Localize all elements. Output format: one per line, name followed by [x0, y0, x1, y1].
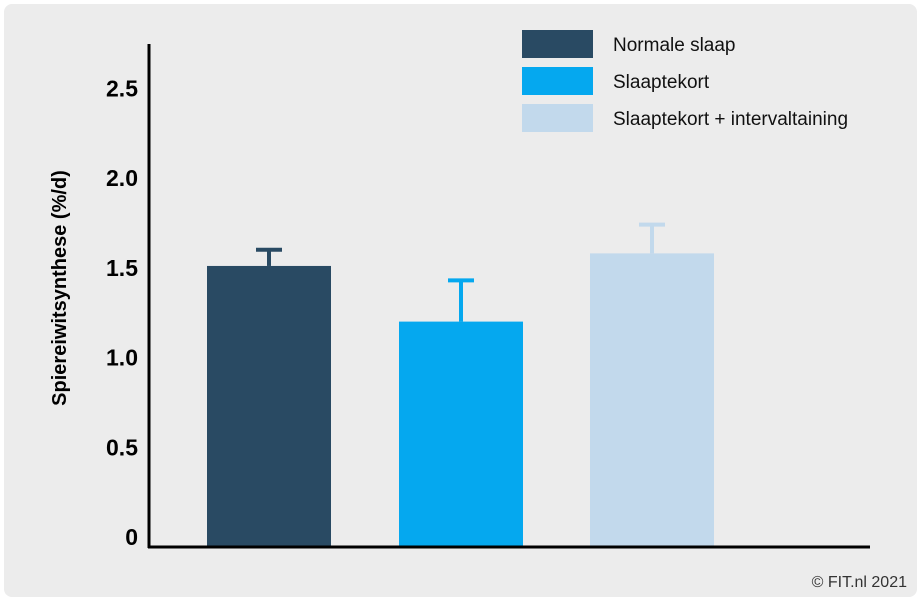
- y-tick-label: 2.0: [106, 165, 138, 191]
- error-bars-group: [256, 222, 665, 322]
- bar-2: [399, 321, 523, 547]
- legend-label-1: Normale slaap: [613, 35, 736, 56]
- legend-label-3: Slaaptekort + intervaltaining: [613, 109, 848, 130]
- bars-group: [207, 253, 714, 547]
- axes-group: [147, 44, 870, 549]
- legend-swatch-1: [522, 30, 593, 58]
- y-tick-label: 1.5: [106, 255, 138, 281]
- y-axis-title: Spiereiwitsynthese (%/d): [49, 170, 71, 406]
- legend-label-2: Slaaptekort: [613, 72, 710, 93]
- copyright-credit: © FIT.nl 2021: [811, 574, 907, 591]
- bar-1: [207, 265, 331, 547]
- y-tick-label: 2.5: [106, 75, 138, 101]
- legend-swatch-2: [522, 67, 593, 95]
- y-tick-label: 0: [125, 524, 138, 550]
- y-tick-label: 0.5: [106, 434, 138, 460]
- y-tick-labels: 0 0.5 1.0 1.5 2.0 2.5: [106, 75, 138, 550]
- y-tick-label: 1.0: [106, 345, 138, 371]
- legend-swatch-3: [522, 104, 593, 132]
- bar-3: [590, 253, 714, 547]
- legend: Normale slaap Slaaptekort Slaaptekort + in…: [522, 30, 848, 132]
